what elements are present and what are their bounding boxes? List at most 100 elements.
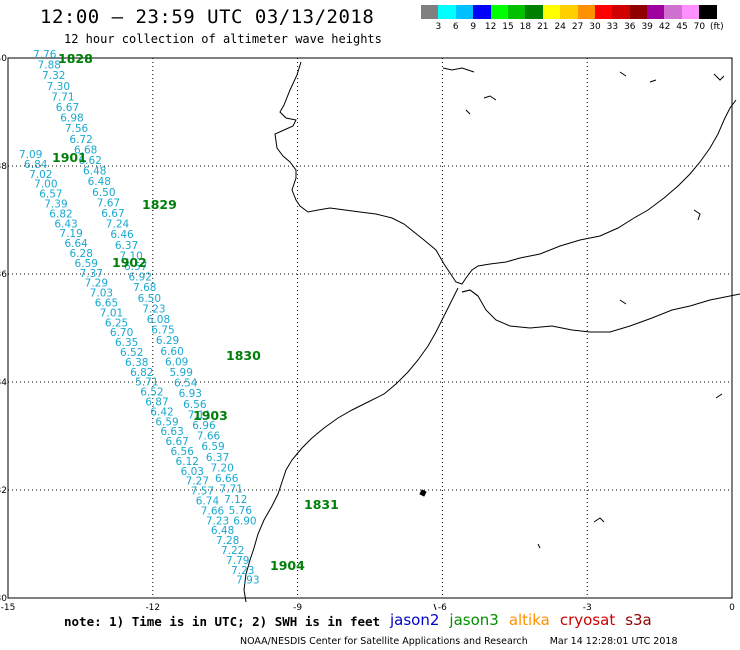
wave-height-label: 7.32 — [42, 70, 65, 82]
color-swatch — [542, 5, 561, 19]
color-swatch — [612, 5, 630, 19]
wave-height-label: 6.84 — [24, 159, 48, 171]
pass-number-label: 1828 — [58, 51, 93, 66]
wave-height-label: 6.52 — [140, 387, 163, 399]
wave-height-label: 7.66 — [197, 431, 221, 443]
pass-number-label: 1829 — [142, 197, 177, 212]
wave-height-label: 7.76 — [33, 49, 57, 61]
wave-height-label: 6.93 — [179, 388, 202, 400]
coastline-morocco — [243, 287, 459, 603]
x-tick-label: -3 — [583, 603, 592, 613]
wave-height-label: 7.24 — [106, 219, 130, 231]
color-swatch — [681, 5, 700, 19]
color-swatch — [594, 5, 613, 19]
y-tick-label: 34 — [0, 378, 7, 388]
wave-height-label: 7.12 — [224, 494, 247, 506]
color-swatch — [438, 5, 456, 19]
wave-height-label: 6.90 — [233, 515, 256, 527]
wave-height-label: 6.63 — [160, 426, 183, 438]
color-swatch — [525, 5, 543, 19]
axis-labels: -15 -12 -9 -6 -3 0 40 38 36 34 32 30 — [0, 54, 735, 613]
x-tick-label: 0 — [729, 603, 735, 613]
color-swatch — [664, 5, 682, 19]
satellite-legend: jason2 jason3 altika cryosat s3a — [390, 611, 662, 629]
wave-height-label: 7.27 — [186, 476, 209, 488]
wave-height-label: 6.56 — [171, 446, 195, 458]
wave-height-label: 6.59 — [201, 441, 224, 453]
color-scale-label: 3 — [435, 22, 442, 32]
pass-labels: 1828 1901 1829 1902 1830 1903 1831 1904 — [52, 51, 339, 573]
wave-height-label: 7.66 — [201, 505, 225, 517]
wave-height-label: 7.03 — [90, 288, 113, 300]
coastline-portugal — [274, 61, 737, 285]
map-title: 12:00 – 23:59 UTC 03/13/2018 — [40, 6, 375, 28]
map-subtitle: 12 hour collection of altimeter wave hei… — [64, 32, 382, 46]
credit-text: NOAA/NESDIS Center for Satellite Applica… — [240, 636, 528, 647]
wave-height-label: 6.48 — [211, 525, 234, 537]
wave-height-label: 7.39 — [44, 199, 67, 211]
color-swatch — [699, 5, 717, 19]
wave-height-label: 7.56 — [65, 123, 89, 135]
wave-height-label: 6.52 — [120, 347, 143, 359]
color-swatch — [473, 5, 491, 19]
wave-height-label: 7.22 — [221, 545, 244, 557]
wave-height-label: 6.65 — [95, 298, 118, 310]
wave-height-label: 6.87 — [145, 397, 168, 409]
wave-height-label: 6.62 — [79, 155, 102, 167]
wave-height-label: 7.02 — [29, 169, 52, 181]
wave-height-label: 7.10 — [119, 250, 142, 262]
wave-height-label: 6.75 — [151, 325, 174, 337]
color-scale-label: 18 — [519, 22, 532, 32]
credit-line: NOAA/NESDIS Center for Satellite Applica… — [240, 636, 678, 647]
wave-height-label: 7.19 — [59, 228, 82, 240]
satellite-jason2: jason2 — [390, 611, 440, 629]
wave-height-label: 6.72 — [69, 134, 92, 146]
wave-height-label: 7.68 — [133, 282, 156, 294]
color-scale-label: 12 — [484, 22, 497, 32]
wave-height-label: 7.23 — [231, 565, 254, 577]
coastline-north-africa — [461, 289, 740, 333]
wave-height-label: 6.70 — [110, 327, 133, 339]
color-swatch — [455, 5, 474, 19]
wave-height-label: 6.08 — [147, 314, 170, 326]
wave-height-label: 7.79 — [226, 555, 249, 567]
color-swatch — [647, 5, 665, 19]
wave-height-label: 7.20 — [210, 462, 233, 474]
wave-height-label: 6.67 — [56, 102, 79, 114]
y-tick-label: 38 — [0, 162, 7, 172]
wave-height-label: 6.42 — [150, 406, 173, 418]
wave-height-label: 6.12 — [176, 456, 199, 468]
color-scale-label: (ft) — [710, 22, 724, 32]
color-swatch — [507, 5, 526, 19]
wave-height-label: 6.59 — [75, 258, 98, 270]
pass-number-label: 1904 — [270, 558, 305, 573]
wave-height-label: 6.03 — [181, 466, 204, 478]
x-tick-label: -9 — [293, 603, 302, 613]
wave-height-label: 6.92 — [129, 272, 152, 284]
wave-height-label: 7.37 — [80, 268, 103, 280]
wave-height-label: 6.60 — [160, 346, 183, 358]
satellite-s3a: s3a — [625, 611, 652, 629]
wave-height-label: 6.37 — [206, 452, 229, 464]
wave-height-label: 6.56 — [183, 399, 207, 411]
wave-height-label: 6.09 — [165, 356, 188, 368]
color-scale-label: 15 — [502, 22, 514, 32]
wave-height-label: 7.29 — [85, 278, 108, 290]
wave-height-label: 6.66 — [215, 473, 239, 485]
map-frame — [7, 57, 733, 599]
wave-height-label: 5.71 — [135, 377, 158, 389]
wave-height-label: 6.54 — [174, 378, 198, 390]
wave-height-label: 5.99 — [170, 367, 193, 379]
wave-height-label: 6.50 — [92, 187, 115, 199]
color-swatch — [577, 5, 595, 19]
color-swatch — [629, 5, 648, 19]
color-swatch — [421, 5, 439, 19]
wave-height-label: 7.11 — [188, 409, 211, 421]
wave-height-label: 7.93 — [236, 575, 259, 587]
wave-height-label: 7.23 — [206, 515, 229, 527]
color-swatch — [490, 5, 508, 19]
satellite-jason3: jason3 — [449, 611, 499, 629]
map-grid — [7, 57, 733, 599]
pass-number-label: 1831 — [304, 497, 339, 512]
wave-height-label: 6.59 — [155, 416, 178, 428]
